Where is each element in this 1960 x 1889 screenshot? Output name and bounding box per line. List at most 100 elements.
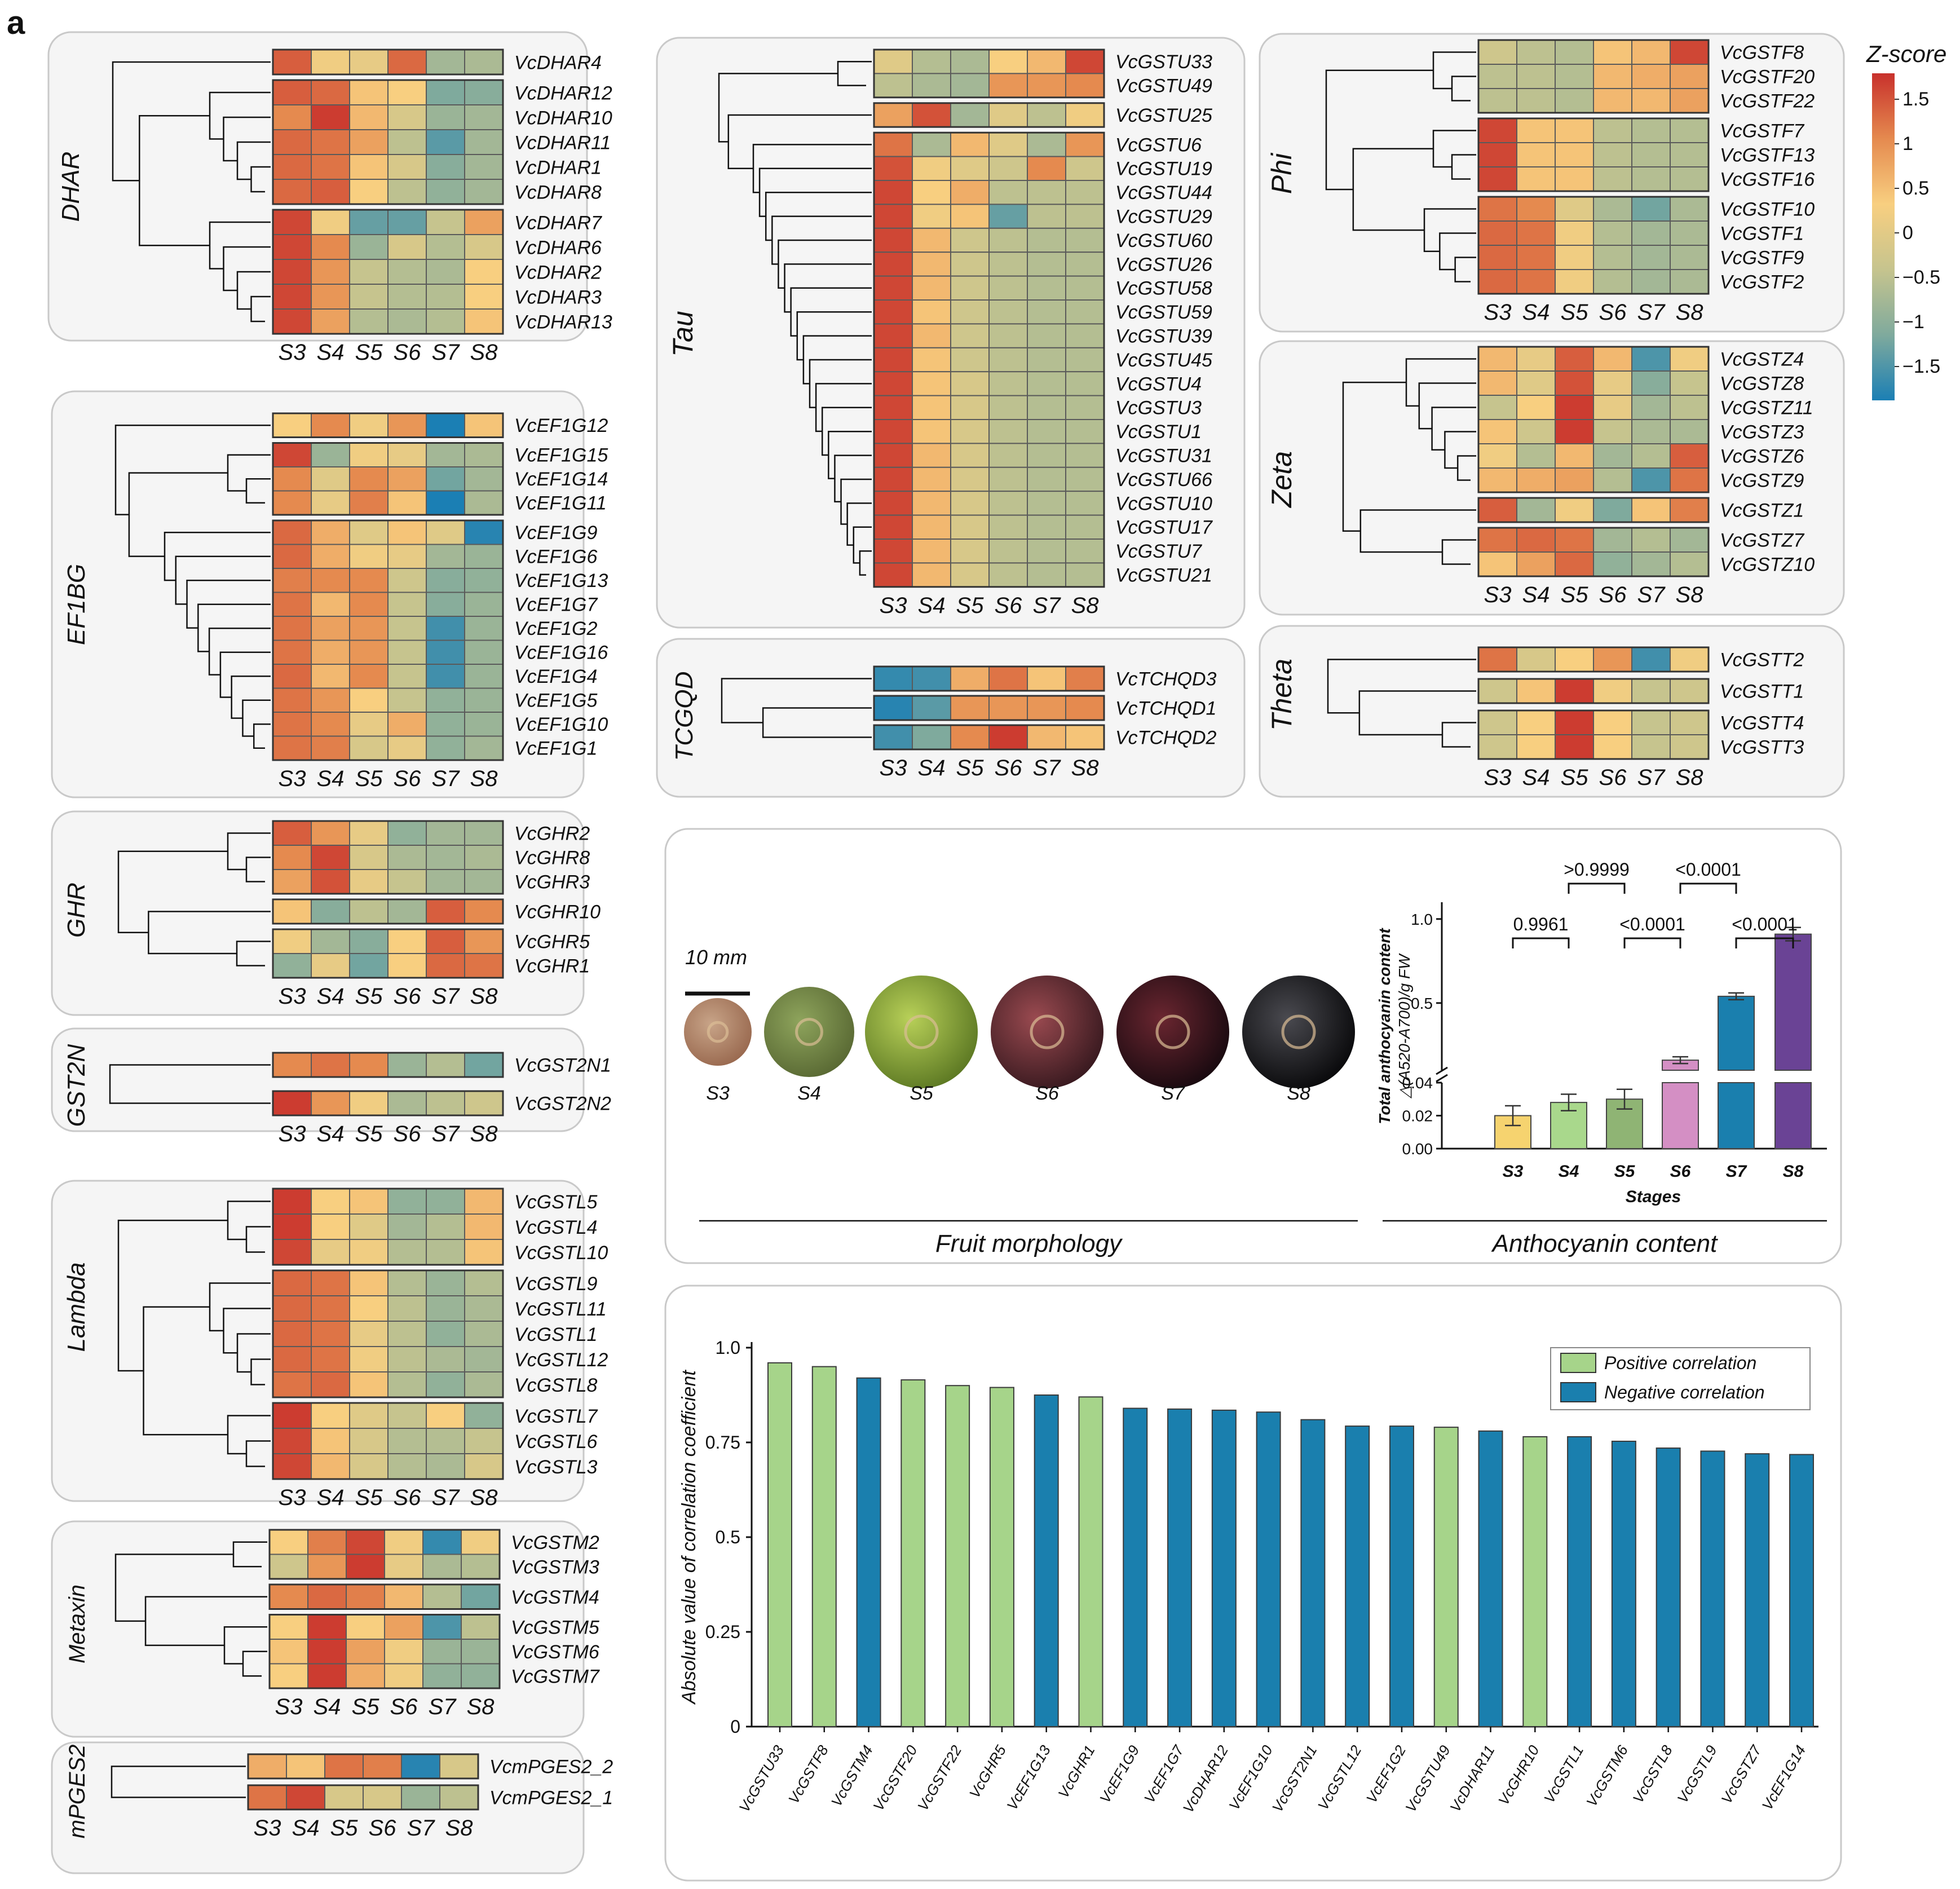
gene-label: VcGSTU58 (1115, 278, 1212, 299)
heatmap-cell (384, 1553, 423, 1579)
heatmap-cell (307, 1553, 347, 1579)
heatmap-cell (311, 712, 350, 737)
gene-label: VcGSTU17 (1115, 517, 1213, 539)
heatmap-cell (1027, 347, 1066, 373)
correlation-bar (1611, 1440, 1636, 1727)
heatmap-cell (464, 129, 504, 155)
y-tick-label: 0.02 (1402, 1107, 1433, 1125)
heatmap-cell (950, 49, 990, 74)
heatmap-cell (286, 1785, 325, 1810)
heatmap-cell (988, 371, 1028, 396)
heatmap-cell (950, 371, 990, 396)
gene-label: VcGST2N2 (514, 1093, 611, 1115)
heatmap-cell (464, 1052, 504, 1078)
heatmap-cell (1027, 466, 1066, 492)
subgroup-outline (272, 1402, 504, 1480)
fruit-stage-label: S6 (1035, 1083, 1059, 1104)
heatmap-cell (426, 869, 465, 894)
gene-label: VcEF1G7 (514, 594, 598, 616)
dendrogram-branch (718, 73, 838, 143)
heatmap-cell (1478, 527, 1517, 553)
gene-label: VcGSTL10 (514, 1242, 608, 1264)
heatmap-cell (272, 616, 312, 641)
heatmap-cell (349, 1295, 389, 1322)
heatmap-cell (1593, 370, 1632, 396)
heatmap-cell (272, 209, 312, 235)
heatmap-cell (269, 1614, 308, 1640)
heatmap-cell (349, 1402, 389, 1429)
heatmap-cell (464, 820, 504, 846)
bar-s8-lower (1774, 1082, 1812, 1149)
heatmap-cell (311, 104, 350, 130)
heatmap-cell (346, 1529, 385, 1555)
heatmap-group-theta: Theta VcGSTT2 VcGSTT1 VcGSTT4 VcGSTT3 S3 S4 S5 S… (1259, 625, 1845, 798)
x-tick-label: S5 (1614, 1162, 1636, 1181)
stage-label: S3 (279, 1485, 306, 1510)
heatmap-cell (461, 1553, 500, 1579)
heatmap-cell (426, 544, 465, 569)
stage-label: S7 (1637, 300, 1666, 325)
gene-label: VcmPGES2_2 (489, 1756, 613, 1778)
heatmap-cell (1670, 166, 1709, 192)
heatmap-cell (272, 1091, 312, 1116)
heatmap-cell (387, 490, 427, 515)
stage-label: S8 (467, 1694, 495, 1719)
heatmap-cell (272, 442, 312, 467)
heatmap-cell (387, 568, 427, 593)
heatmap-cell (272, 1239, 312, 1265)
heatmap-cell (1516, 467, 1556, 493)
heatmap-cell (1478, 710, 1517, 735)
heatmap-cell (311, 1295, 350, 1322)
heatmap-cell (426, 413, 465, 438)
heatmap-cell (387, 592, 427, 617)
heatmap-cell (950, 102, 990, 128)
content-section-label: Anthocyanin content (1491, 1230, 1719, 1257)
heatmap-cell (272, 712, 312, 737)
stage-label: S7 (432, 340, 461, 365)
heatmap-cell (988, 419, 1028, 444)
heatmap-cell (464, 49, 504, 75)
gene-label: VcEF1G10 (514, 714, 608, 735)
heatmap-cell (1065, 49, 1105, 74)
heatmap-cell (387, 899, 427, 924)
heatmap-cell (349, 929, 389, 954)
subgroup-outline (268, 1529, 501, 1580)
correlation-bar (1300, 1419, 1326, 1727)
heatmap-cell (311, 1371, 350, 1398)
heatmap-cell (311, 520, 350, 545)
stage-label: S3 (279, 1122, 306, 1146)
stage-label: S4 (1522, 582, 1550, 607)
heatmap-cell (1065, 666, 1105, 691)
heatmap-cell (1631, 220, 1671, 246)
correlation-bar (945, 1385, 970, 1727)
stage-label: S8 (1676, 765, 1704, 790)
heatmap-cell (426, 466, 465, 492)
heatmap-group-metaxin: Metaxin VcGSTM2 VcGSTM3 VcGSTM4 VcGSTM5 VcGST… (51, 1520, 600, 1738)
heatmap-cell (349, 899, 389, 924)
heatmap-cell (272, 259, 312, 285)
gene-label: VcDHAR12 (514, 82, 612, 104)
heatmap-cell (426, 209, 465, 235)
heatmap-cell (1516, 395, 1556, 420)
heatmap-cell (464, 1239, 504, 1265)
gene-label: VcGSTU1 (1115, 421, 1202, 443)
heatmap-cell (387, 234, 427, 260)
heatmap-cell (269, 1663, 308, 1689)
heatmap-cell (464, 1270, 504, 1296)
heatmap-cell (464, 1321, 504, 1347)
heatmap-cell (272, 1052, 312, 1078)
subgroup-outline (873, 48, 1105, 99)
heatmap-cell (272, 544, 312, 569)
heatmap-cell (1478, 647, 1517, 672)
heatmap-cell (950, 395, 990, 420)
heatmap-cell (426, 899, 465, 924)
heatmap-cell (464, 1213, 504, 1240)
legend-title: Z-score (1866, 41, 1946, 67)
heatmap-cell (426, 80, 465, 105)
heatmap-cell (269, 1639, 308, 1665)
heatmap-cell (1478, 142, 1517, 167)
heatmap-cell (1670, 196, 1709, 222)
error-bar (1617, 1088, 1632, 1110)
heatmap-cell (1670, 39, 1709, 65)
